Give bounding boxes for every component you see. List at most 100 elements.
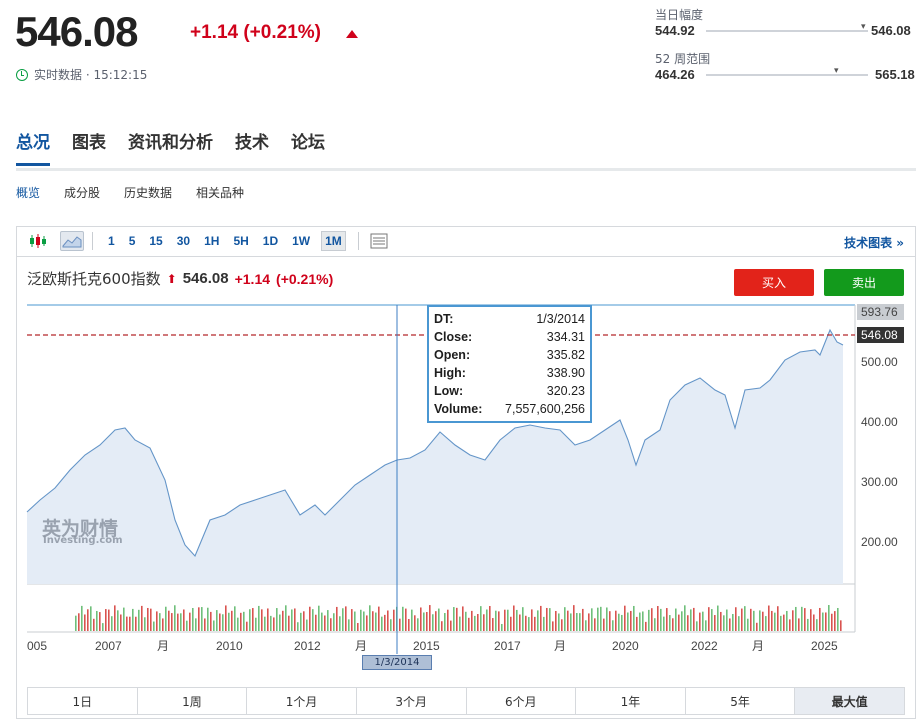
volume-bar xyxy=(630,610,632,631)
week52-range-low: 464.26 xyxy=(655,67,695,82)
volume-bar xyxy=(369,605,371,631)
y-axis-label: 300.00 xyxy=(861,475,898,489)
volume-bar xyxy=(726,609,728,631)
timeframe-1w[interactable]: 1W xyxy=(292,234,311,248)
volume-bar xyxy=(486,609,488,631)
period-1d[interactable]: 1日 xyxy=(28,688,138,714)
buy-button[interactable]: 买入 xyxy=(734,269,814,296)
data-table-icon[interactable] xyxy=(367,231,391,251)
volume-bar xyxy=(783,614,785,631)
volume-bar xyxy=(555,610,557,631)
volume-bar xyxy=(339,616,341,631)
volume-bar xyxy=(213,620,215,631)
week52-range-high: 565.18 xyxy=(875,67,915,82)
volume-bar xyxy=(681,611,683,631)
timeframe-1d[interactable]: 1D xyxy=(262,234,279,248)
volume-bar xyxy=(645,621,647,631)
subtab-history[interactable]: 历史数据 xyxy=(124,186,173,200)
price-line xyxy=(26,328,844,558)
subtab-related[interactable]: 相关品种 xyxy=(196,186,245,200)
volume-bar xyxy=(564,607,566,631)
volume-bar xyxy=(96,610,98,631)
tab-overview[interactable]: 总况 xyxy=(16,128,50,166)
timeframe-1h[interactable]: 1H xyxy=(204,234,220,248)
volume-bar xyxy=(498,611,500,631)
timeframe-5[interactable]: 5 xyxy=(128,234,136,248)
volume-bar xyxy=(789,619,791,631)
volume-bar xyxy=(429,605,431,631)
volume-bar xyxy=(597,607,599,631)
volume-bar xyxy=(777,606,779,631)
volume-bar xyxy=(201,607,203,631)
tech-chart-link[interactable]: 技术图表 » xyxy=(844,236,904,250)
volume-bar xyxy=(786,610,788,631)
period-6m[interactable]: 6个月 xyxy=(467,688,577,714)
volume-bar xyxy=(156,611,158,631)
volume-bar xyxy=(636,616,638,631)
volume-bar xyxy=(552,621,554,631)
volume-bar xyxy=(588,613,590,631)
volume-bar xyxy=(243,611,245,631)
volume-bar xyxy=(840,620,842,631)
volume-bar xyxy=(261,609,263,631)
period-3m[interactable]: 3个月 xyxy=(357,688,467,714)
volume-bar xyxy=(768,605,770,631)
tab-technical[interactable]: 技术 xyxy=(235,133,269,153)
volume-bar xyxy=(126,616,128,631)
volume-bar xyxy=(333,613,335,631)
sub-tabs: 概览 成分股 历史数据 相关品种 xyxy=(16,184,268,201)
chart-change: +1.14 xyxy=(234,270,271,287)
timeframe-1m[interactable]: 1M xyxy=(321,231,346,251)
volume-bar xyxy=(258,605,260,631)
volume-bar xyxy=(456,607,458,631)
period-1w[interactable]: 1周 xyxy=(138,688,248,714)
volume-bar xyxy=(606,607,608,631)
volume-bar xyxy=(435,611,437,631)
volume-bar xyxy=(660,608,662,631)
period-1m[interactable]: 1个月 xyxy=(247,688,357,714)
volume-bar xyxy=(306,619,308,631)
subtab-overview[interactable]: 概览 xyxy=(16,186,41,200)
timeframe-5h[interactable]: 5H xyxy=(233,234,249,248)
volume-bar xyxy=(780,615,782,631)
area-chart-icon[interactable] xyxy=(60,231,84,251)
volume-bar xyxy=(459,616,461,631)
volume-bar xyxy=(705,620,707,631)
timeframe-15[interactable]: 15 xyxy=(149,234,163,248)
volume-bar xyxy=(294,608,296,631)
timeframe-30[interactable]: 30 xyxy=(176,234,191,248)
volume-bar xyxy=(207,607,209,631)
volume-bar xyxy=(525,615,527,631)
volume-bar xyxy=(147,607,149,631)
volume-bar xyxy=(99,612,101,631)
timeframe-1[interactable]: 1 xyxy=(108,234,115,248)
volume-bar xyxy=(78,613,80,631)
volume-bar xyxy=(621,614,623,631)
volume-bar xyxy=(684,605,686,631)
sell-button[interactable]: 卖出 xyxy=(824,269,904,296)
period-max[interactable]: 最大值 xyxy=(795,688,904,714)
volume-bar xyxy=(348,619,350,631)
volume-bar xyxy=(189,612,191,631)
volume-bar xyxy=(765,616,767,631)
volume-bar xyxy=(558,613,560,631)
volume-bar xyxy=(798,618,800,631)
volume-bar xyxy=(114,605,116,631)
tab-chart[interactable]: 图表 xyxy=(72,133,106,153)
volume-bar xyxy=(810,609,812,631)
tab-forum[interactable]: 论坛 xyxy=(291,133,325,153)
volume-bar xyxy=(714,615,716,631)
x-axis-label: 005 xyxy=(27,639,47,653)
volume-bar xyxy=(807,618,809,631)
subtab-components[interactable]: 成分股 xyxy=(64,186,101,200)
period-5y[interactable]: 5年 xyxy=(686,688,796,714)
volume-bar xyxy=(321,612,323,631)
period-1y[interactable]: 1年 xyxy=(576,688,686,714)
tab-news[interactable]: 资讯和分析 xyxy=(128,133,213,153)
candlestick-icon[interactable] xyxy=(26,231,50,251)
watermark-text: Investing.com xyxy=(43,535,123,546)
period-selector: 1日 1周 1个月 3个月 6个月 1年 5年 最大值 xyxy=(27,687,905,715)
y-axis-label: 400.00 xyxy=(861,415,898,429)
volume-bar xyxy=(93,618,95,631)
